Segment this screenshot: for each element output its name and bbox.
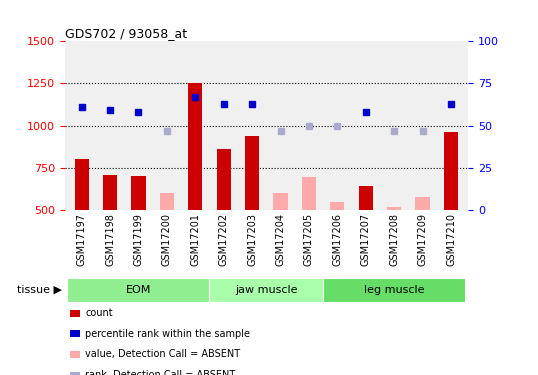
Text: jaw muscle: jaw muscle xyxy=(235,285,298,295)
Text: count: count xyxy=(85,308,112,318)
Bar xyxy=(302,177,316,210)
Bar xyxy=(160,193,174,210)
Bar xyxy=(323,278,465,302)
Bar xyxy=(131,176,146,210)
Bar xyxy=(444,132,458,210)
Text: rank, Detection Call = ABSENT: rank, Detection Call = ABSENT xyxy=(85,370,235,375)
Text: GSM17201: GSM17201 xyxy=(190,213,200,266)
Text: leg muscle: leg muscle xyxy=(364,285,424,295)
Bar xyxy=(245,136,259,210)
Text: value, Detection Call = ABSENT: value, Detection Call = ABSENT xyxy=(85,350,240,359)
Text: GDS702 / 93058_at: GDS702 / 93058_at xyxy=(65,27,187,40)
Bar xyxy=(359,186,373,210)
Bar xyxy=(273,193,288,210)
Text: EOM: EOM xyxy=(126,285,151,295)
Bar xyxy=(415,196,430,210)
Bar xyxy=(74,159,89,210)
Text: GSM17203: GSM17203 xyxy=(247,213,257,266)
Bar xyxy=(387,207,401,210)
Text: percentile rank within the sample: percentile rank within the sample xyxy=(85,329,250,339)
Text: GSM17204: GSM17204 xyxy=(275,213,286,266)
Text: GSM17199: GSM17199 xyxy=(133,213,144,266)
Text: GSM17209: GSM17209 xyxy=(417,213,428,266)
Text: GSM17205: GSM17205 xyxy=(304,213,314,267)
Text: GSM17208: GSM17208 xyxy=(389,213,399,266)
Text: tissue ▶: tissue ▶ xyxy=(17,285,62,295)
Bar xyxy=(209,278,323,302)
Text: GSM17198: GSM17198 xyxy=(105,213,115,266)
Text: GSM17200: GSM17200 xyxy=(162,213,172,266)
Bar xyxy=(67,278,209,302)
Bar xyxy=(188,84,202,210)
Bar xyxy=(217,149,231,210)
Bar xyxy=(103,175,117,210)
Text: GSM17210: GSM17210 xyxy=(446,213,456,266)
Text: GSM17197: GSM17197 xyxy=(76,213,87,266)
Text: GSM17207: GSM17207 xyxy=(361,213,371,267)
Text: GSM17202: GSM17202 xyxy=(218,213,229,267)
Text: GSM17206: GSM17206 xyxy=(332,213,342,266)
Bar xyxy=(330,202,344,210)
